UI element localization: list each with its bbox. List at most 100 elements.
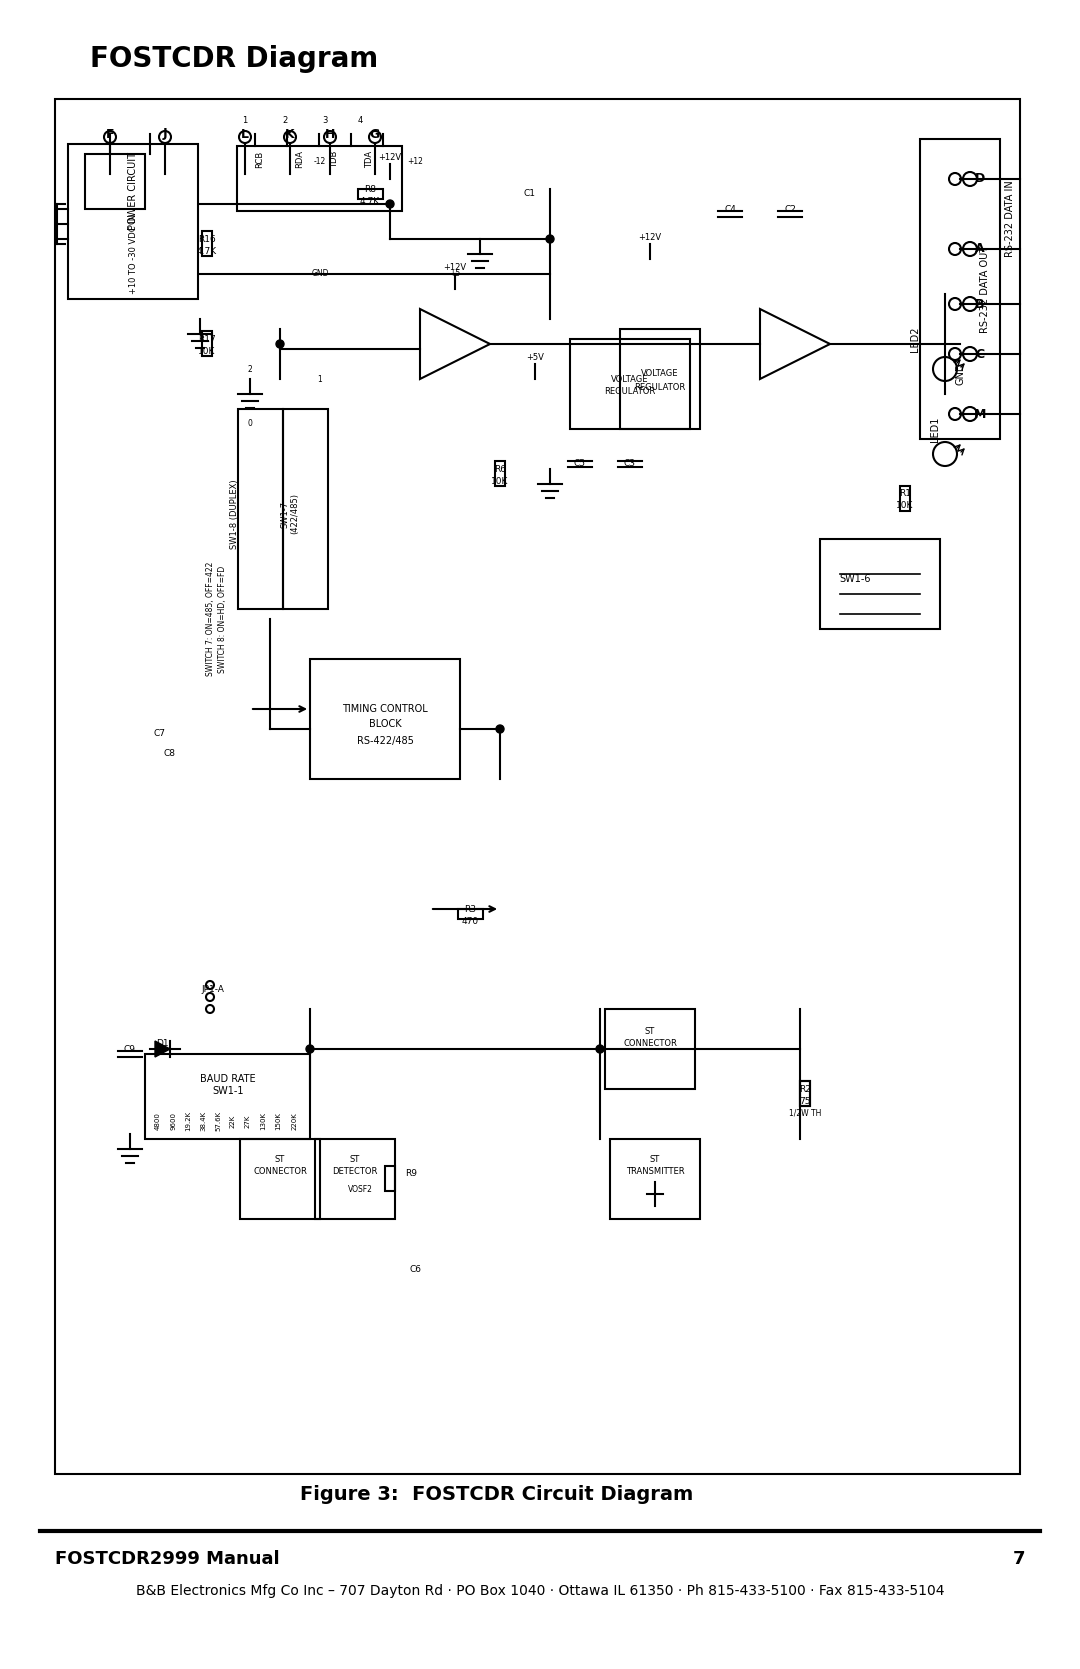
Text: POWER CIRCUIT: POWER CIRCUIT — [129, 152, 138, 230]
Bar — [283, 409, 328, 609]
Text: FOSTCDR Diagram: FOSTCDR Diagram — [90, 45, 378, 73]
Circle shape — [963, 347, 977, 361]
Text: -12: -12 — [314, 157, 326, 167]
Text: +5V: +5V — [526, 352, 544, 362]
Text: +12V: +12V — [444, 262, 467, 272]
Bar — [458, 910, 483, 920]
Text: 57.6K: 57.6K — [215, 1112, 221, 1132]
Bar — [570, 339, 690, 429]
Text: REGULATOR: REGULATOR — [634, 382, 686, 392]
Text: GND: GND — [955, 362, 966, 386]
Text: 4: 4 — [357, 117, 363, 125]
Bar — [495, 461, 505, 486]
Circle shape — [276, 340, 284, 349]
Text: M: M — [974, 407, 986, 421]
Bar — [240, 1138, 320, 1218]
Circle shape — [949, 349, 961, 361]
Text: 10K: 10K — [199, 347, 216, 355]
Text: RS-232 DATA IN: RS-232 DATA IN — [1005, 180, 1015, 257]
Text: JP1-A: JP1-A — [202, 985, 225, 993]
Bar — [900, 486, 910, 511]
Text: 130K: 130K — [260, 1112, 266, 1130]
Text: R2: R2 — [799, 1085, 811, 1093]
Text: BAUD RATE: BAUD RATE — [200, 1073, 256, 1083]
Text: ST: ST — [350, 1155, 360, 1163]
Circle shape — [949, 407, 961, 421]
Circle shape — [386, 200, 394, 209]
Text: ST: ST — [275, 1155, 285, 1163]
Text: +12: +12 — [407, 157, 423, 167]
Text: +10 TO -30 VDC IN: +10 TO -30 VDC IN — [129, 214, 137, 294]
Text: C1: C1 — [524, 190, 536, 199]
Text: RS-422/485: RS-422/485 — [356, 736, 414, 746]
Bar — [357, 189, 383, 199]
Circle shape — [963, 407, 977, 421]
Text: TRANSMITTER: TRANSMITTER — [625, 1167, 685, 1175]
Circle shape — [284, 130, 296, 144]
Bar — [820, 539, 940, 629]
Text: 470: 470 — [461, 916, 478, 926]
Bar — [85, 154, 145, 209]
Circle shape — [324, 130, 336, 144]
Text: VOLTAGE: VOLTAGE — [642, 369, 678, 379]
Circle shape — [159, 130, 171, 144]
Circle shape — [949, 299, 961, 310]
Text: SW1-6: SW1-6 — [839, 574, 870, 584]
Text: R6: R6 — [494, 464, 507, 474]
Text: 75: 75 — [799, 1097, 811, 1105]
Bar — [310, 659, 460, 779]
Bar — [605, 1010, 696, 1088]
Text: VOSF2: VOSF2 — [348, 1185, 373, 1193]
Circle shape — [496, 724, 504, 733]
Text: 2: 2 — [282, 117, 287, 125]
Text: GND: GND — [311, 269, 328, 279]
Text: C9: C9 — [124, 1045, 136, 1053]
Text: J: J — [163, 127, 167, 140]
Text: 9600: 9600 — [170, 1112, 176, 1130]
Text: R1: R1 — [899, 489, 912, 499]
Text: C5: C5 — [573, 459, 586, 469]
Text: REGULATOR: REGULATOR — [605, 387, 656, 396]
Text: C2: C2 — [784, 205, 796, 214]
Bar — [800, 1082, 810, 1107]
Text: 4.7K: 4.7K — [197, 247, 217, 255]
Text: H: H — [325, 127, 335, 140]
Circle shape — [949, 174, 961, 185]
Bar — [384, 1167, 395, 1192]
Text: 22K: 22K — [230, 1115, 237, 1128]
Bar — [315, 1138, 395, 1218]
Circle shape — [369, 130, 381, 144]
Text: BLOCK: BLOCK — [368, 719, 402, 729]
Text: LED1: LED1 — [930, 416, 940, 442]
Circle shape — [933, 442, 957, 466]
Text: 1: 1 — [242, 117, 247, 125]
Text: A: A — [975, 242, 985, 255]
Text: R9: R9 — [405, 1170, 417, 1178]
Text: Figure 3:  FOSTCDR Circuit Diagram: Figure 3: FOSTCDR Circuit Diagram — [300, 1484, 693, 1504]
Text: L: L — [241, 127, 249, 140]
Bar — [202, 330, 212, 355]
Circle shape — [949, 244, 961, 255]
Text: ST: ST — [645, 1026, 656, 1035]
Text: ST: ST — [650, 1155, 660, 1163]
Circle shape — [206, 981, 214, 990]
Bar — [238, 409, 283, 609]
Text: DETECTOR: DETECTOR — [333, 1167, 378, 1175]
Text: 1/2W TH: 1/2W TH — [788, 1108, 821, 1118]
Text: 3: 3 — [322, 117, 327, 125]
Text: 19.2K: 19.2K — [185, 1112, 191, 1132]
Text: 10K: 10K — [491, 477, 509, 486]
Circle shape — [306, 1045, 314, 1053]
Text: RS-232 DATA OUT: RS-232 DATA OUT — [980, 245, 990, 332]
Circle shape — [104, 130, 116, 144]
Text: 7: 7 — [1013, 1551, 1025, 1567]
Text: G: G — [369, 127, 380, 140]
Text: 38.4K: 38.4K — [200, 1112, 206, 1132]
Text: C4: C4 — [724, 205, 735, 214]
Text: D1: D1 — [156, 1040, 168, 1048]
Text: +12V: +12V — [378, 152, 402, 162]
Text: 2: 2 — [247, 364, 253, 374]
Text: TIMING CONTROL: TIMING CONTROL — [342, 704, 428, 714]
Text: 150K: 150K — [275, 1112, 281, 1130]
Text: SW1-1: SW1-1 — [213, 1087, 244, 1097]
